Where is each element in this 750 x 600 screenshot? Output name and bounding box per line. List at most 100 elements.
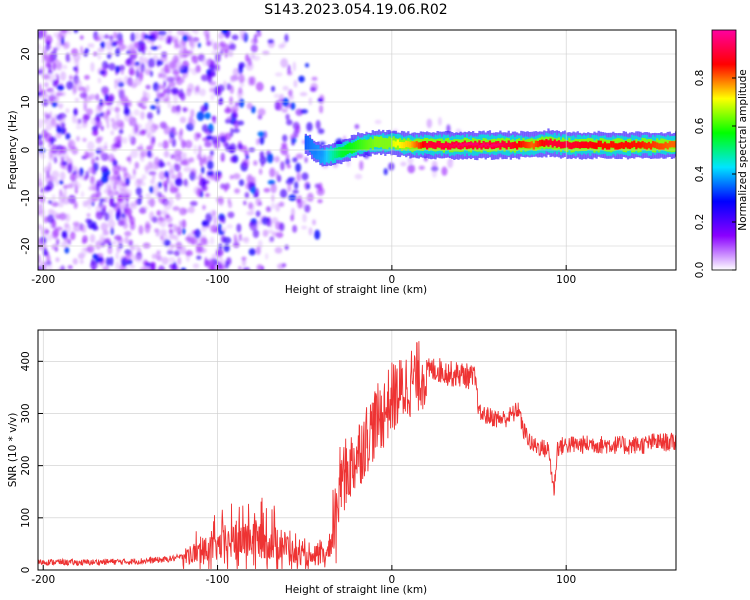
spectrogram-blob <box>139 70 144 79</box>
spectrogram-blob <box>139 43 147 51</box>
snr-marks <box>38 341 676 570</box>
spectrogram-blob <box>51 101 58 108</box>
spectrogram-blob <box>154 228 160 233</box>
spectrogram-blob <box>143 56 148 64</box>
spectrogram-blob <box>124 236 129 244</box>
spectrogram-blob <box>72 52 81 62</box>
spectrogram-blob <box>217 261 223 270</box>
ridge-cell <box>453 143 456 147</box>
spectrogram-blob <box>205 260 212 266</box>
ridge-cell <box>631 141 634 148</box>
ridge-cell <box>478 140 481 148</box>
spectrogram-blob <box>94 117 101 122</box>
colorbar-label: Normalized spectral amplitude <box>737 69 749 230</box>
spectrogram-blob <box>284 33 289 43</box>
ridge-cell <box>474 142 477 146</box>
spectrogram-blob <box>46 234 53 242</box>
spectrogram-blob <box>158 265 165 270</box>
spectrogram-blob <box>418 165 425 170</box>
spectrogram-blob <box>219 216 224 223</box>
spectrogram-blob <box>128 66 135 76</box>
ridge-cell <box>382 137 385 149</box>
spectrogram-blob <box>231 109 238 119</box>
ridge-cell <box>543 140 546 147</box>
snr-ylabel: SNR (10 * v/v) <box>7 413 19 488</box>
spectrogram-blob <box>165 94 170 103</box>
spectrogram-blob <box>73 30 79 34</box>
spectrogram-blob <box>200 225 207 232</box>
spectrogram-blob <box>251 105 256 114</box>
spectrogram-blob <box>288 194 297 202</box>
spectrogram-blob <box>97 256 104 263</box>
spectrogram-blob <box>190 238 198 245</box>
spectrogram-blob <box>64 246 70 254</box>
ridge-cell <box>423 141 427 148</box>
ridge-cell <box>649 143 653 150</box>
ridge-cell <box>327 148 330 164</box>
spectrogram-blob <box>44 185 52 192</box>
spectrogram-blob <box>211 253 217 260</box>
spectrogram-blob <box>113 143 120 148</box>
spectrogram-blob <box>149 197 156 208</box>
ridge-cell <box>505 143 508 146</box>
spectrogram-blob <box>220 183 226 190</box>
ridge-cell <box>643 142 646 149</box>
spectrogram-blob <box>374 119 382 125</box>
spectrogram-blob <box>210 264 214 270</box>
spectrogram-blob <box>58 192 65 203</box>
colorbar-scale <box>711 29 737 271</box>
spectrogram-blob <box>164 51 168 59</box>
spectrogram-blob <box>51 201 59 207</box>
spectrogram-blob <box>197 42 201 48</box>
spectrogram-blob <box>183 152 187 161</box>
spectrogram-blob <box>175 192 181 201</box>
snr-panel: -200 -100 0 100 0 100 200 300 400 <box>20 329 677 586</box>
ridge-cell <box>440 143 443 150</box>
spectrogram-blob <box>210 60 216 69</box>
spectrogram-blob <box>65 155 70 162</box>
spectrogram-blob <box>252 229 260 238</box>
ridge-cell <box>373 136 377 148</box>
spectrogram-blob <box>145 165 149 174</box>
spectrogram-blob <box>119 121 125 130</box>
spectrogram-blob <box>287 182 292 193</box>
spectrogram-blob <box>259 136 265 145</box>
ridge-cell <box>522 140 525 148</box>
spectrogram-blob <box>184 140 193 149</box>
ridge-cell <box>668 141 671 148</box>
spectrogram-blob <box>134 41 141 49</box>
spectrogram-blob <box>273 93 280 99</box>
spectrogram-blob <box>38 43 42 52</box>
ridge-cell <box>444 144 448 148</box>
spectrogram-blob <box>292 61 296 72</box>
ridge-cell <box>497 143 500 147</box>
spectrogram-blob <box>130 52 138 58</box>
spectrogram-blob <box>46 255 51 264</box>
spectrogram-blob <box>154 188 160 198</box>
ridge-cell <box>398 141 402 149</box>
spectrogram-blob <box>157 142 163 148</box>
spectrogram-blob <box>124 230 132 237</box>
spectrogram-blob <box>270 85 276 92</box>
spectrogram-blob <box>110 117 115 122</box>
spectrogram-blob <box>407 155 414 165</box>
spectrogram-blob <box>229 156 237 163</box>
spectrogram-blob <box>61 231 67 239</box>
ridge-cell <box>666 143 669 150</box>
spectrogram-blob <box>159 30 167 38</box>
ridge-cell <box>392 140 395 147</box>
figure-title: S143.2023.054.19.06.R02 <box>264 2 447 18</box>
spectrogram-blob <box>156 216 164 225</box>
spectrogram-blob <box>157 44 162 50</box>
ridge-cell <box>472 142 475 146</box>
spectrogram-blob <box>249 222 253 227</box>
ridge-cell <box>434 142 437 150</box>
spectrogram-blob <box>284 244 289 251</box>
spectrogram-blob <box>86 213 91 218</box>
spectrogram-blob <box>99 237 107 248</box>
spectrogram-blob <box>38 237 42 245</box>
ridge-cell <box>536 140 540 148</box>
spectrogram-blob <box>232 67 240 77</box>
spectrogram-blob <box>213 216 217 225</box>
